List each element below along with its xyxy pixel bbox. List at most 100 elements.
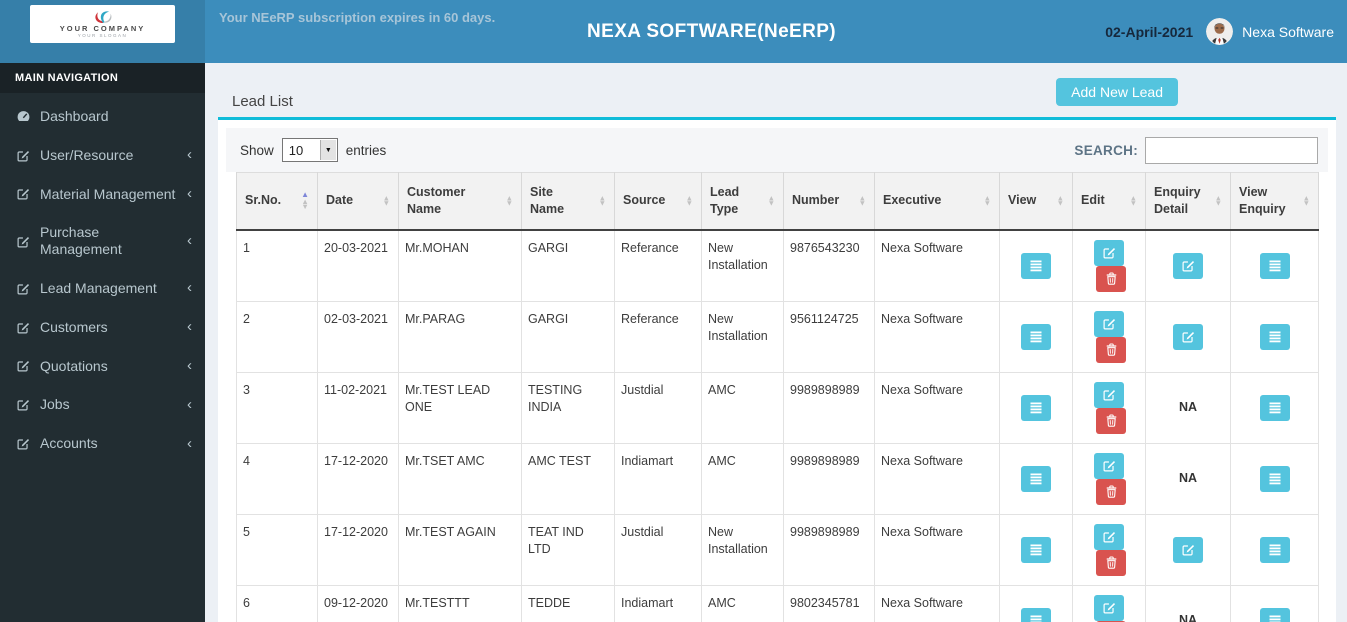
- view-enquiry-button[interactable]: [1259, 607, 1290, 622]
- edit-button[interactable]: [1094, 381, 1124, 408]
- sidebar-item-material-management[interactable]: Material Management ‹: [0, 175, 205, 214]
- edit-button[interactable]: [1094, 310, 1124, 337]
- cell-site-name: GARGI: [521, 229, 615, 302]
- delete-button[interactable]: [1096, 407, 1126, 434]
- page-size-control: Show 10 ▼ entries: [240, 138, 386, 162]
- cell-executive: Nexa Software: [874, 514, 1000, 586]
- cell-view: [999, 514, 1073, 586]
- column-header-lead-type[interactable]: Lead Type ▲ ▼: [701, 172, 784, 231]
- search-input[interactable]: [1145, 136, 1318, 164]
- sidebar-item-accounts[interactable]: Accounts ‹: [0, 424, 205, 463]
- sort-icon: ▲ ▲ ▼: [301, 190, 309, 212]
- sidebar-item-lead-management[interactable]: Lead Management ‹: [0, 269, 205, 308]
- cell-sr-no: 6: [236, 585, 318, 622]
- page-title: Lead List: [232, 93, 293, 110]
- column-header-view-enquiry[interactable]: View Enquiry ▲ ▼: [1230, 172, 1319, 231]
- sidebar-item-dashboard[interactable]: Dashboard: [0, 97, 205, 136]
- column-header-number[interactable]: Number ▲ ▼: [783, 172, 875, 231]
- cell-site-name: TESTING INDIA: [521, 372, 615, 444]
- cell-enquiry-detail: NA: [1145, 443, 1231, 515]
- sidebar-item-label: Purchase Management: [40, 224, 122, 258]
- list-icon: [1029, 543, 1043, 557]
- chevron-left-icon: ‹: [187, 395, 192, 413]
- cell-sr-no: 5: [236, 514, 318, 586]
- user-menu[interactable]: 02-April-2021 Nexa Software: [1105, 0, 1334, 63]
- edit-button[interactable]: [1094, 239, 1124, 266]
- sort-icon: ▲ ▼: [1056, 193, 1064, 208]
- delete-button[interactable]: [1096, 265, 1126, 292]
- edit-icon: [1103, 246, 1116, 259]
- column-header-label: Edit: [1081, 193, 1105, 208]
- enquiry-detail-button[interactable]: [1173, 323, 1203, 350]
- edit-button[interactable]: [1094, 452, 1124, 479]
- column-header-source[interactable]: Source ▲ ▼: [614, 172, 702, 231]
- delete-button[interactable]: [1096, 478, 1126, 505]
- header-date: 02-April-2021: [1105, 23, 1194, 40]
- cell-enquiry-detail: NA: [1145, 372, 1231, 444]
- subscription-notice: Your NEeRP subscription expires in 60 da…: [219, 10, 496, 25]
- delete-button[interactable]: [1096, 620, 1126, 622]
- view-enquiry-button[interactable]: [1259, 536, 1290, 563]
- sidebar-item-jobs[interactable]: Jobs ‹: [0, 385, 205, 424]
- add-new-lead-button[interactable]: Add New Lead: [1056, 78, 1178, 106]
- sidebar-item-customers[interactable]: Customers ‹: [0, 308, 205, 347]
- chevron-left-icon: ‹: [187, 232, 192, 250]
- column-header-date[interactable]: Date ▲ ▼: [317, 172, 399, 231]
- column-header-executive[interactable]: Executive ▲ ▼: [874, 172, 1000, 231]
- column-header-sr-no[interactable]: Sr.No. ▲ ▲ ▼: [236, 172, 318, 231]
- column-header-enquiry-detail[interactable]: Enquiry Detail ▲ ▼: [1145, 172, 1231, 231]
- na-label: NA: [1178, 400, 1198, 414]
- enquiry-detail-button[interactable]: [1173, 536, 1203, 563]
- edit-button[interactable]: [1094, 594, 1124, 621]
- view-enquiry-button[interactable]: [1259, 394, 1290, 421]
- view-button[interactable]: [1021, 607, 1051, 622]
- list-icon: [1268, 330, 1282, 344]
- edit-icon: [1182, 259, 1195, 272]
- view-button[interactable]: [1021, 465, 1051, 492]
- sidebar-item-user-resource[interactable]: User/Resource ‹: [0, 136, 205, 175]
- view-enquiry-button[interactable]: [1259, 465, 1290, 492]
- delete-button[interactable]: [1096, 549, 1126, 576]
- view-enquiry-button[interactable]: [1259, 323, 1290, 350]
- delete-button[interactable]: [1096, 336, 1126, 363]
- cell-date: 17-12-2020: [317, 514, 399, 586]
- cell-edit: [1072, 585, 1146, 622]
- cell-number: 9989898989: [783, 372, 875, 444]
- logo-area[interactable]: YOUR COMPANY YOUR SLOGAN: [0, 0, 205, 63]
- column-header-customer-name[interactable]: Customer Name ▲ ▼: [398, 172, 522, 231]
- cell-lead-type: AMC: [701, 585, 784, 622]
- cell-lead-type: New Installation: [701, 229, 784, 302]
- sidebar-item-quotations[interactable]: Quotations ‹: [0, 347, 205, 386]
- cell-site-name: AMC TEST: [521, 443, 615, 515]
- cell-lead-type: AMC: [701, 372, 784, 444]
- edit-icon: [1182, 543, 1195, 556]
- cell-customer-name: Mr.TESTTT: [398, 585, 522, 622]
- enquiry-detail-button[interactable]: [1173, 252, 1203, 279]
- list-icon: [1029, 401, 1043, 415]
- edit-icon: [1103, 601, 1116, 614]
- edit-icon: [1103, 459, 1116, 472]
- sidebar-item-purchase-management[interactable]: Purchase Management ‹: [0, 213, 205, 269]
- cell-view-enquiry: [1230, 229, 1319, 302]
- column-header-site-name[interactable]: Site Name ▲ ▼: [521, 172, 615, 231]
- cell-customer-name: Mr.PARAG: [398, 301, 522, 373]
- edit-button[interactable]: [1094, 523, 1124, 550]
- page-size-select[interactable]: 10: [282, 139, 337, 161]
- edit-square-icon: [15, 398, 32, 411]
- column-header-view[interactable]: View ▲ ▼: [999, 172, 1073, 231]
- view-button[interactable]: [1021, 394, 1051, 421]
- table-controls: Show 10 ▼ entries SEARCH:: [226, 128, 1328, 172]
- column-header-edit[interactable]: Edit ▲ ▼: [1072, 172, 1146, 231]
- list-icon: [1029, 330, 1043, 344]
- lead-table: Sr.No. ▲ ▲ ▼ Date ▲ ▼ Customer Name ▲ ▼ Site Name ▲…: [236, 172, 1319, 622]
- list-icon: [1268, 543, 1282, 557]
- search-control: SEARCH:: [1074, 136, 1318, 164]
- cell-customer-name: Mr.TEST AGAIN: [398, 514, 522, 586]
- view-button[interactable]: [1021, 252, 1051, 279]
- cell-number: 9876543230: [783, 229, 875, 302]
- view-button[interactable]: [1021, 536, 1051, 563]
- column-header-label: Sr.No.: [245, 193, 282, 208]
- view-button[interactable]: [1021, 323, 1051, 350]
- view-enquiry-button[interactable]: [1259, 252, 1290, 279]
- cell-view: [999, 443, 1073, 515]
